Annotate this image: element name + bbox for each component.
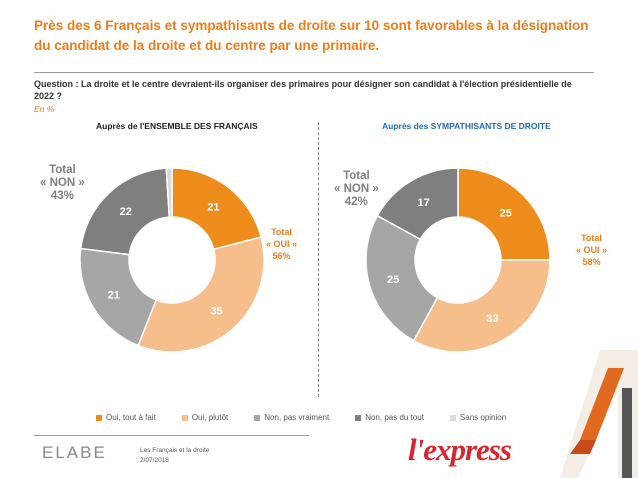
- legend-label: Oui, tout à fait: [106, 413, 156, 422]
- legend-swatch: [449, 414, 456, 421]
- legend-label: Sans opinion: [459, 413, 507, 422]
- legend-item: Non, pas vraiment: [254, 413, 329, 422]
- lexpress-logo: l'express: [408, 432, 512, 467]
- slice-value-label: 33: [486, 313, 498, 325]
- total-non-line2: « NON »: [40, 177, 85, 189]
- slice-value-label: 21: [207, 202, 219, 214]
- total-non-line2: « NON »: [334, 183, 379, 195]
- elabe-logo: ELABE: [42, 443, 107, 462]
- decorative-a-logo: [560, 350, 638, 478]
- donut-chart-sympathisants: 25 33 25 17: [365, 167, 551, 353]
- slice-non-pas-vraiment: [365, 214, 439, 342]
- footer-info: Les Français et la droite 2/07/2018: [140, 446, 209, 466]
- slice-oui-tout-a-fait: [457, 167, 551, 261]
- slice-non-pas-du-tout: [376, 167, 459, 241]
- total-oui-line1: Total: [581, 233, 602, 243]
- slice-sans-opinion: [165, 167, 173, 218]
- slice-oui-plutot: [412, 259, 551, 353]
- legend-item: Oui, plutôt: [181, 413, 229, 422]
- slice-value-label: 22: [120, 206, 132, 218]
- study-name: Les Français et la droite: [140, 447, 210, 454]
- right-chart-title: Auprès des SYMPATHISANTS DE DROITE: [382, 121, 551, 131]
- total-non-ensemble: Total « NON » 43%: [40, 164, 85, 203]
- footer-divider: [34, 435, 309, 436]
- chart-divider: [318, 122, 319, 397]
- total-oui-line2: « OUI »: [266, 239, 298, 249]
- total-non-value: 43%: [50, 190, 74, 202]
- title-divider: [34, 72, 594, 73]
- total-oui-line1: Total: [271, 227, 292, 237]
- legend-label: Non, pas vraiment: [264, 413, 330, 422]
- slice-value-label: 35: [211, 306, 223, 318]
- legend-label: Oui, plutôt: [191, 413, 229, 422]
- total-oui-value: 58%: [582, 257, 601, 267]
- unit-label: En %: [34, 104, 55, 114]
- total-oui-value: 56%: [272, 251, 291, 261]
- study-date: 2/07/2018: [140, 457, 169, 464]
- legend-swatch: [181, 414, 188, 421]
- total-non-line1: Total: [343, 170, 370, 182]
- slice-value-label: 25: [387, 274, 399, 286]
- legend-swatch: [355, 414, 362, 421]
- total-non-value: 42%: [344, 196, 368, 208]
- slice-non-pas-du-tout: [79, 167, 171, 256]
- page-title: Près des 6 Français et sympathisants de …: [34, 18, 589, 53]
- chart-legend: Oui, tout à fait Oui, plutôt Non, pas vr…: [96, 413, 566, 422]
- legend-item: Oui, tout à fait: [96, 413, 156, 422]
- total-non-sympathisants: Total « NON » 42%: [334, 170, 379, 209]
- legend-item: Sans opinion: [449, 413, 507, 422]
- total-non-line1: Total: [49, 164, 76, 176]
- legend-swatch: [254, 414, 261, 421]
- slice-non-pas-vraiment: [79, 247, 158, 347]
- total-oui-ensemble: Total « OUI » 56%: [266, 226, 297, 262]
- legend-swatch: [96, 414, 102, 421]
- slice-value-label: 21: [108, 289, 120, 301]
- question-text: Question : La droite et le centre devrai…: [34, 79, 572, 101]
- slice-oui-tout-a-fait: [171, 167, 263, 251]
- slice-value-label: 17: [418, 197, 430, 209]
- legend-item: Non, pas du tout: [355, 413, 424, 422]
- total-oui-line2: « OUI »: [576, 245, 608, 255]
- slice-oui-plutot: [137, 236, 265, 353]
- total-oui-sympathisants: Total « OUI » 58%: [576, 232, 607, 268]
- left-chart-title: Auprès de l'ENSEMBLE DES FRANÇAIS: [96, 121, 258, 131]
- legend-label: Non, pas du tout: [365, 413, 424, 422]
- donut-chart-ensemble: 21 35 21 22: [79, 167, 265, 353]
- slice-value-label: 25: [500, 207, 512, 219]
